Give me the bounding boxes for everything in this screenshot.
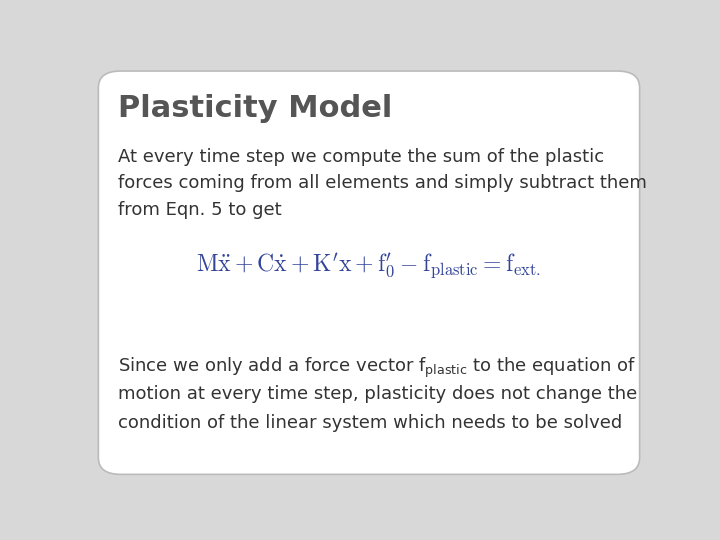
FancyBboxPatch shape [99,71,639,474]
Text: Plasticity Model: Plasticity Model [118,94,392,123]
Text: At every time step we compute the sum of the plastic
forces coming from all elem: At every time step we compute the sum of… [118,148,647,219]
Text: Since we only add a force vector $\mathsf{f}_{\mathsf{plastic}}$ to the equation: Since we only add a force vector $\maths… [118,356,636,380]
Text: $\mathrm{M}\ddot{\mathrm{x}} + \mathrm{C}\dot{\mathrm{x}} + \mathrm{K}'\mathrm{x: $\mathrm{M}\ddot{\mathrm{x}} + \mathrm{C… [197,252,541,281]
Text: condition of the linear system which needs to be solved: condition of the linear system which nee… [118,414,622,432]
Text: motion at every time step, plasticity does not change the: motion at every time step, plasticity do… [118,385,637,403]
